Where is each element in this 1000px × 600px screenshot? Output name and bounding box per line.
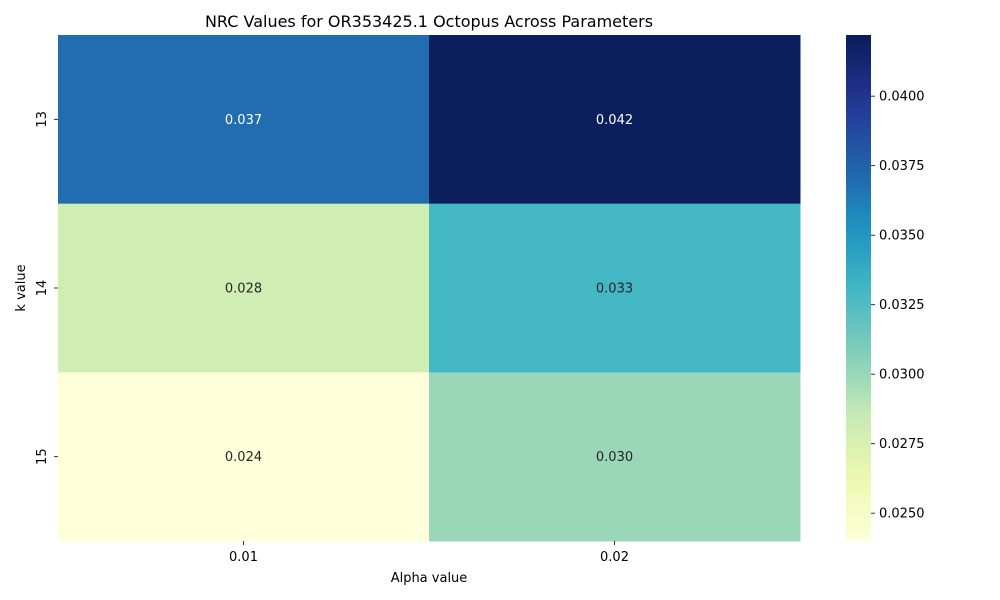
x-axis-ticks: 0.01 0.02 bbox=[229, 541, 629, 565]
colorbar-tick-label: 0.0350 bbox=[879, 229, 925, 244]
colorbar-tick-label: 0.0275 bbox=[879, 437, 925, 452]
colorbar-tick-label: 0.0250 bbox=[879, 507, 925, 522]
x-axis-label: Alpha value bbox=[391, 571, 468, 586]
y-tick-label: 13 bbox=[35, 111, 50, 128]
cell-value-label: 0.042 bbox=[596, 113, 633, 128]
colorbar-tick-label: 0.0375 bbox=[879, 159, 925, 174]
x-tick-label: 0.02 bbox=[600, 550, 629, 565]
heatmap-cell-labels: 0.037 0.042 0.028 0.033 0.024 0.030 bbox=[225, 113, 633, 465]
cell-value-label: 0.037 bbox=[225, 113, 262, 128]
cell-value-label: 0.030 bbox=[596, 450, 633, 465]
colorbar-tick-label: 0.0400 bbox=[879, 90, 925, 105]
heatmap-cells bbox=[58, 35, 801, 542]
cell-value-label: 0.033 bbox=[596, 282, 633, 297]
colorbar-ticks: 0.0250 0.0275 0.0300 0.0325 0.0350 0.0375 0.04… bbox=[871, 90, 925, 522]
heatmap-cell bbox=[58, 203, 430, 373]
heatmap-cell bbox=[429, 203, 801, 373]
y-tick-label: 14 bbox=[35, 280, 50, 297]
cell-value-label: 0.028 bbox=[225, 282, 262, 297]
colorbar-tick-label: 0.0325 bbox=[879, 298, 925, 313]
cell-value-label: 0.024 bbox=[225, 450, 262, 465]
x-tick-label: 0.01 bbox=[229, 550, 258, 565]
heatmap-cell bbox=[58, 35, 430, 205]
chart-title: NRC Values for OR353425.1 Octopus Across… bbox=[205, 12, 653, 31]
y-axis-label: k value bbox=[14, 264, 29, 311]
heatmap-cell bbox=[58, 372, 430, 542]
y-axis-ticks: 13 14 15 bbox=[35, 111, 58, 465]
heatmap-cell bbox=[429, 372, 801, 542]
y-tick-label: 15 bbox=[35, 448, 50, 465]
colorbar bbox=[846, 35, 871, 541]
heatmap-cell bbox=[429, 35, 801, 205]
colorbar-tick-label: 0.0300 bbox=[879, 368, 925, 383]
